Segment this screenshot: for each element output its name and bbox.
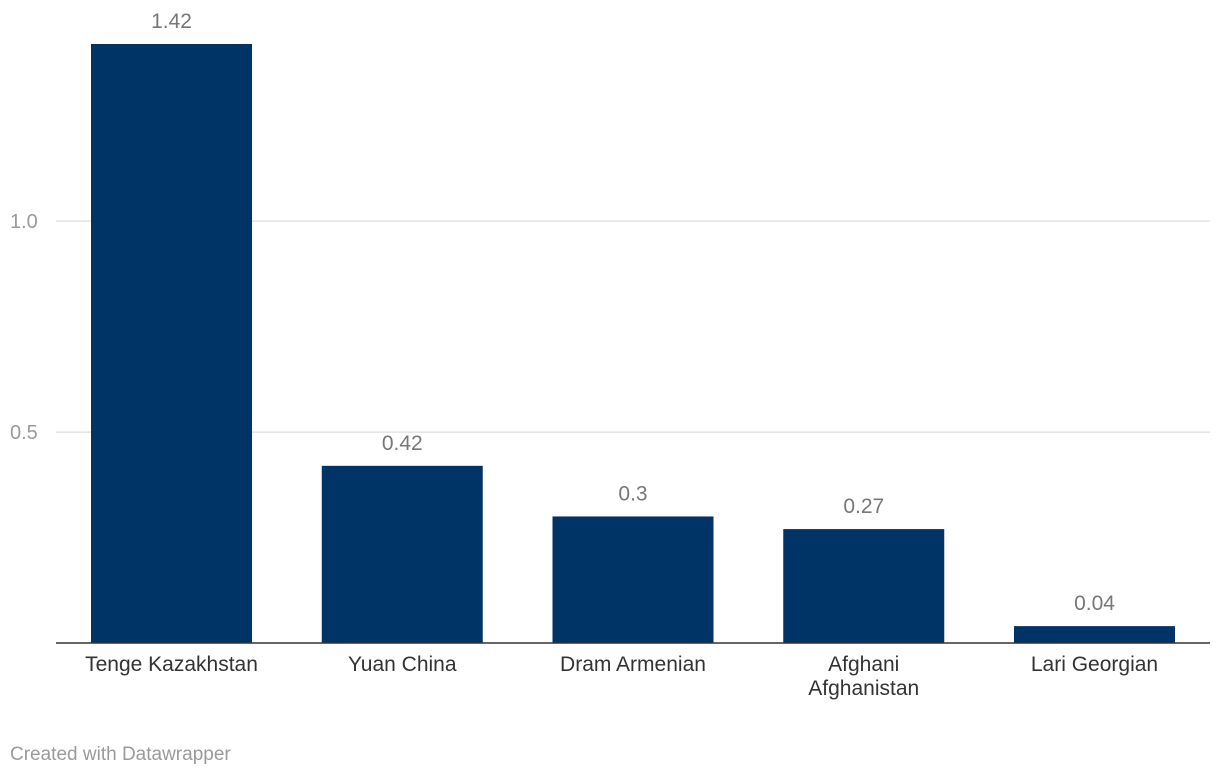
bar [91, 44, 252, 643]
value-label: 0.3 [618, 482, 647, 505]
credit-text: Created with Datawrapper [10, 744, 231, 765]
value-label: 0.04 [1074, 592, 1115, 615]
value-label: 0.27 [843, 495, 884, 518]
category-label: Afghani Afghanistan [808, 653, 919, 700]
category-label: Lari Georgian [1031, 653, 1158, 676]
category-label: Dram Armenian [560, 653, 706, 676]
category-label: Yuan China [348, 653, 457, 676]
bar [1014, 626, 1175, 643]
y-tick-label: 0.5 [10, 422, 38, 444]
bar [783, 529, 945, 643]
bar [552, 516, 714, 643]
value-label: 1.42 [151, 10, 192, 33]
bars [91, 44, 1175, 643]
bar [321, 465, 483, 643]
labels: 0.5 1.0 1.42 Tenge Kazakhstan 0.42 Yuan China… [10, 10, 1158, 700]
bar-chart: 0.5 1.0 1.42 Tenge Kazakhstan 0.42 Yuan China… [10, 10, 1210, 700]
y-tick-label: 1.0 [10, 211, 38, 233]
category-label: Tenge Kazakhstan [85, 653, 258, 676]
value-label: 0.42 [382, 432, 423, 455]
